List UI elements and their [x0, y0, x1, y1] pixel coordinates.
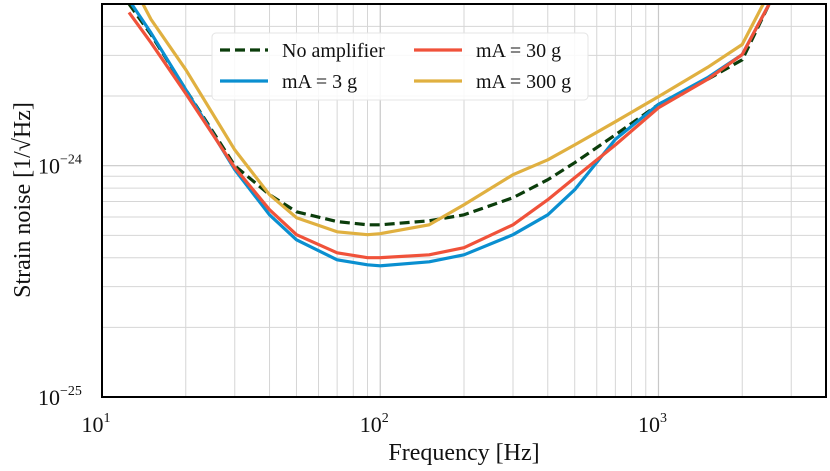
series-line: [127, 4, 771, 260]
tick-base: 10: [638, 412, 660, 437]
y-tick-label: 10−25: [38, 384, 82, 410]
tick-base: 10: [82, 412, 104, 437]
tick-exponent: −25: [60, 384, 82, 399]
tick-exponent: 1: [104, 411, 111, 426]
tick-exponent: 2: [382, 411, 389, 426]
tick-exponent: 3: [660, 411, 667, 426]
x-axis-label: Frequency [Hz]: [388, 440, 539, 466]
y-axis-label: Strain noise [1/√Hz]: [10, 102, 36, 298]
legend-label: No amplifier: [282, 40, 385, 62]
y-tick-label: 10−24: [38, 153, 82, 179]
x-tick-label: 102: [360, 411, 389, 437]
x-tick-label: 103: [638, 411, 667, 437]
plot-frame: [101, 3, 827, 398]
tick-base: 10: [38, 154, 60, 179]
legend-label: mA = 3 g: [282, 71, 357, 93]
tick-base: 10: [38, 385, 60, 410]
legend-box: [211, 32, 589, 101]
legend-label: mA = 300 g: [476, 71, 571, 93]
tick-exponent: −24: [60, 153, 82, 168]
x-tick-label: 101: [82, 411, 111, 437]
tick-base: 10: [360, 412, 382, 437]
legend-label: mA = 30 g: [476, 40, 561, 62]
plot-lines: [127, 4, 771, 268]
series-line: [141, 4, 766, 237]
legend: No amplifier mA = 3 g mA = 30 g mA = 300 g: [211, 32, 589, 101]
